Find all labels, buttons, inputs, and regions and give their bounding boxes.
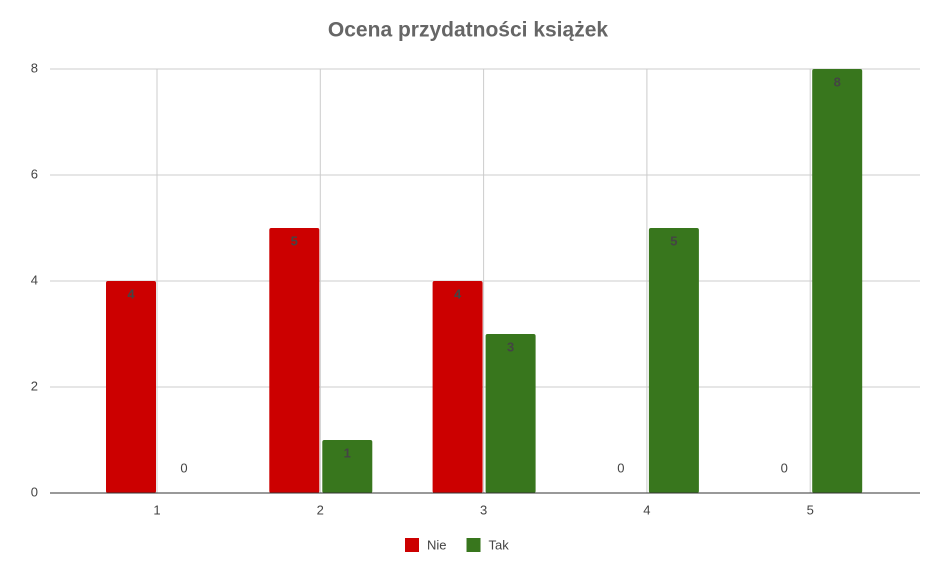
data-label: 4: [454, 286, 462, 301]
chart-title: Ocena przydatności książek: [328, 19, 608, 42]
legend-swatch: [405, 538, 419, 552]
x-tick-label: 3: [480, 502, 487, 517]
data-label: 0: [781, 460, 788, 475]
x-tick-label: 4: [643, 502, 650, 517]
data-label: 0: [180, 460, 187, 475]
bar: [106, 281, 156, 493]
legend-label: Nie: [427, 537, 447, 552]
x-tick-label: 1: [153, 502, 160, 517]
data-label: 1: [344, 445, 351, 460]
y-tick-label: 0: [31, 484, 38, 499]
y-tick-label: 2: [31, 378, 38, 393]
bar: [485, 334, 536, 493]
y-tick-label: 8: [31, 60, 38, 75]
bar: [812, 69, 863, 493]
bar: [648, 228, 699, 493]
data-label: 5: [670, 233, 677, 248]
y-tick-label: 4: [31, 272, 38, 287]
data-label: 5: [291, 233, 298, 248]
data-label: 0: [617, 460, 624, 475]
bar: [432, 281, 483, 493]
x-tick-label: 2: [317, 502, 324, 517]
data-label: 8: [834, 74, 841, 89]
data-label: 3: [507, 339, 514, 354]
legend-label: Tak: [489, 537, 510, 552]
legend-swatch: [466, 538, 481, 552]
bar: [322, 440, 373, 493]
y-tick-label: 6: [31, 166, 38, 181]
data-label: 4: [127, 286, 135, 301]
x-tick-label: 5: [807, 502, 814, 517]
bar: [269, 228, 320, 493]
